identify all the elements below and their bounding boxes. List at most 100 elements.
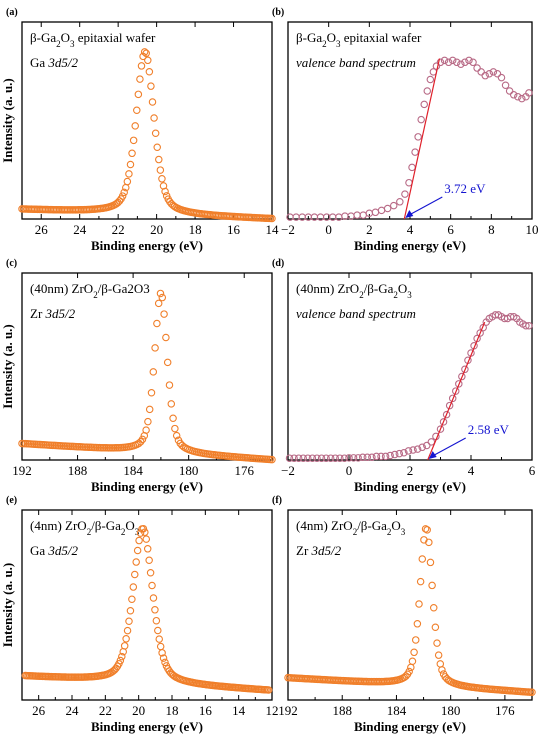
data-point: [285, 454, 294, 462]
data-point: [481, 71, 489, 80]
data-point: [120, 642, 129, 650]
data-point: [123, 626, 132, 635]
data-point: [326, 454, 335, 462]
panel-label: (a): [6, 7, 18, 18]
data-point: [358, 453, 367, 462]
annotation-1: Zr 3d5/2: [296, 543, 342, 558]
linear-fit-line: [403, 58, 441, 220]
x-tick-label: −2: [281, 222, 295, 237]
data-point: [522, 322, 530, 330]
data-point: [349, 454, 358, 462]
data-point: [528, 688, 536, 697]
data-point: [118, 652, 126, 661]
data-point: [458, 372, 466, 381]
x-tick-label: 184: [387, 703, 407, 718]
data-series: [285, 311, 533, 462]
data-point: [128, 149, 136, 158]
data-point: [322, 454, 330, 462]
panel-e: (e) 26 24 22 20 18 16 14 12 Binding energy (eV) In…: [0, 495, 279, 734]
data-point: [136, 75, 144, 83]
data-point: [461, 365, 469, 374]
x-axis-title: Binding energy (eV): [354, 479, 466, 494]
data-point: [308, 454, 317, 462]
data-point: [476, 329, 484, 337]
data-point: [353, 211, 361, 219]
data-point: [128, 595, 136, 603]
x-tick-label: 24: [73, 222, 87, 237]
annotation-1: valence band spectrum: [296, 306, 416, 321]
data-point: [372, 452, 381, 461]
callout-arrowhead: [405, 210, 414, 218]
data-point: [167, 400, 176, 408]
data-point: [149, 594, 158, 602]
data-point: [477, 68, 485, 76]
data-point: [118, 192, 127, 200]
data-point: [154, 299, 163, 308]
data-point: [440, 56, 449, 65]
data-point: [416, 577, 425, 586]
data-point: [156, 166, 165, 174]
data-point: [131, 570, 139, 579]
data-point: [345, 454, 353, 462]
panel-c: (c) 192 188 184 180 176 Binding energy (eV) Int…: [0, 258, 276, 494]
data-point: [415, 600, 423, 608]
annotation-0: β-Ga2O3 epitaxial wafer: [296, 30, 422, 49]
plot-frame: [21, 509, 273, 701]
panel-label: (e): [6, 495, 17, 506]
data-point: [123, 177, 132, 186]
data-point: [421, 525, 430, 533]
x-axis-title: Binding energy (eV): [91, 479, 203, 494]
data-point: [137, 62, 146, 70]
data-point: [140, 48, 149, 56]
data-point: [514, 92, 522, 101]
data-point: [418, 555, 427, 563]
x-tick-label: 188: [332, 703, 352, 718]
annotation-1: valence band spectrum: [296, 55, 416, 70]
data-point: [377, 206, 386, 215]
data-point: [120, 188, 128, 197]
x-tick-label: 6: [447, 222, 454, 237]
panel-label: (f): [272, 495, 282, 506]
x-tick-label: 26: [32, 703, 46, 718]
data-point: [363, 453, 372, 462]
data-point: [408, 163, 416, 172]
data-point: [423, 526, 431, 534]
data-point: [146, 568, 155, 577]
x-tick-label: −2: [281, 463, 295, 478]
x-tick-label: 0: [346, 463, 353, 478]
callout-arrow: [430, 437, 466, 458]
data-point: [165, 381, 174, 389]
x-tick-label: 192: [278, 703, 298, 718]
callout-label: 2.58 eV: [468, 422, 510, 437]
data-point: [160, 310, 168, 318]
data-point: [126, 160, 135, 169]
data-point: [404, 447, 413, 455]
x-tick-label: 12: [266, 703, 279, 718]
data-point: [155, 635, 163, 643]
data-point: [408, 657, 417, 665]
data-point: [172, 431, 181, 440]
data-point: [409, 446, 417, 454]
data-point: [317, 454, 326, 462]
data-point: [518, 94, 526, 103]
annotation-0: (4nm) ZrO2/β-Ga2O3: [296, 518, 406, 537]
data-point: [436, 660, 445, 668]
data-series: [284, 525, 536, 697]
data-point: [148, 98, 157, 106]
data-point: [489, 68, 498, 76]
data-point: [457, 60, 465, 68]
data-point: [151, 129, 160, 138]
data-point: [411, 636, 420, 644]
data-point: [129, 136, 138, 145]
data-point: [359, 211, 367, 219]
data-point: [451, 387, 460, 395]
data-point: [161, 658, 169, 667]
data-point: [144, 56, 152, 65]
data-point: [436, 425, 445, 433]
data-point: [427, 438, 436, 446]
data-point: [425, 538, 433, 547]
annotation-0: (40nm) ZrO2/β-Ga2O3: [30, 281, 150, 300]
data-point: [159, 654, 168, 662]
data-point: [153, 143, 161, 152]
data-point: [420, 100, 428, 109]
